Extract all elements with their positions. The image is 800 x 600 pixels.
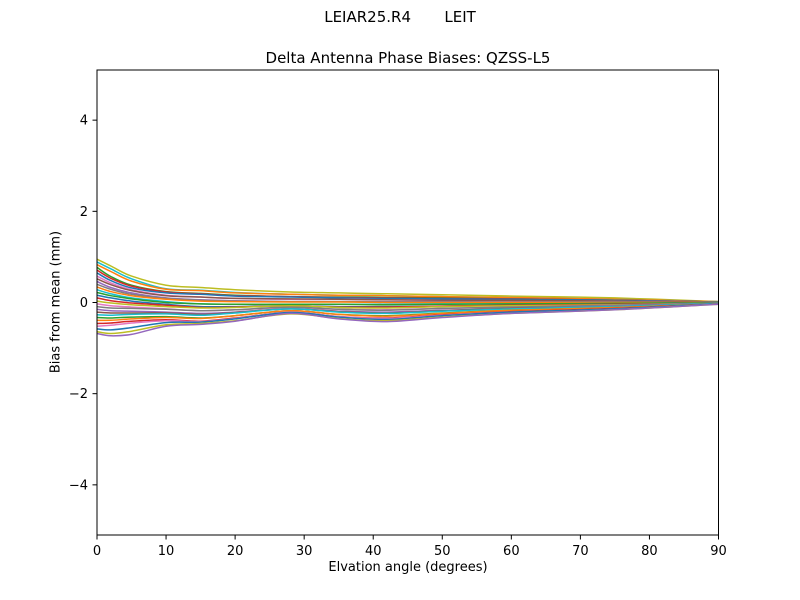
- series-line-5: [96, 272, 719, 303]
- x-tick-label: 30: [296, 544, 313, 559]
- figure-suptitle: LEIAR25.R4 LEIT: [324, 8, 476, 26]
- x-tick-label: 20: [227, 544, 244, 559]
- series-line-10: [96, 286, 719, 304]
- x-tick-label: 60: [503, 544, 520, 559]
- y-tick-label: −4: [69, 478, 88, 493]
- series-line-7: [96, 278, 719, 303]
- y-tick-label: 4: [80, 114, 88, 129]
- series-line-12: [96, 291, 719, 306]
- y-axis-label: Bias from mean (mm): [48, 230, 64, 374]
- series-line-20: [96, 302, 719, 317]
- y-tick-label: −2: [69, 387, 88, 402]
- x-tick-label: 40: [365, 544, 382, 559]
- series-line-27: [96, 303, 719, 337]
- x-tick-label: 0: [93, 544, 101, 559]
- series-line-15: [96, 300, 719, 309]
- series-line-2: [96, 264, 719, 303]
- y-tick-label: 2: [80, 205, 88, 220]
- x-tick-label: 90: [710, 544, 727, 559]
- plot-title: Delta Antenna Phase Biases: QZSS-L5: [265, 49, 551, 67]
- x-tick-label: 70: [572, 544, 589, 559]
- x-axis-label: Elvation angle (degrees): [328, 560, 488, 575]
- series-line-17: [96, 302, 719, 312]
- x-tick-label: 10: [158, 544, 175, 559]
- y-tick-label: 0: [80, 296, 88, 311]
- series-line-22: [96, 303, 719, 322]
- series-line-0: [96, 258, 719, 303]
- x-tick-label: 50: [434, 544, 451, 559]
- x-tick-label: 80: [641, 544, 658, 559]
- series-line-25: [96, 303, 719, 331]
